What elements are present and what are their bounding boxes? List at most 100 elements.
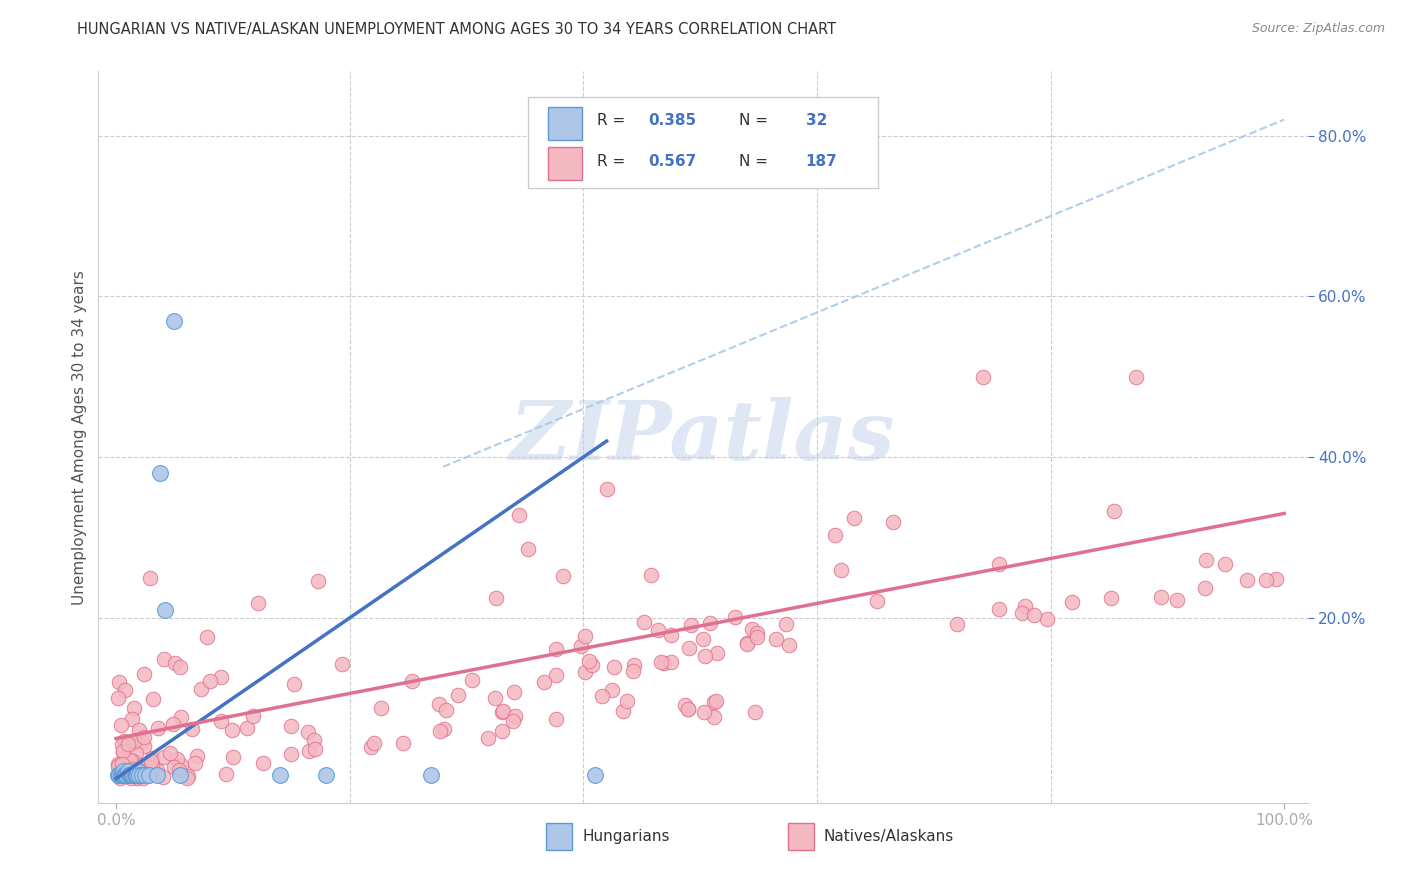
Point: [146, 721, 169, 735]
Point: [108, 759, 131, 773]
Point: [735, 637, 758, 651]
Point: [842, 511, 865, 525]
Point: [673, 698, 696, 713]
Point: [118, 753, 141, 767]
Text: 0.385: 0.385: [648, 113, 697, 128]
Point: [125, 746, 148, 760]
Point: [330, 657, 353, 671]
Point: [132, 759, 155, 773]
Point: [583, 767, 606, 781]
Point: [516, 542, 538, 557]
Point: [124, 767, 146, 781]
Point: [159, 746, 181, 760]
Text: 187: 187: [806, 153, 838, 169]
Point: [882, 516, 904, 530]
Point: [704, 694, 727, 708]
Point: [596, 482, 619, 496]
Point: [1104, 503, 1126, 517]
FancyBboxPatch shape: [548, 107, 582, 140]
Point: [118, 767, 141, 781]
Point: [280, 747, 302, 762]
Point: [546, 668, 568, 682]
Point: [146, 767, 169, 781]
Point: [1011, 606, 1033, 620]
Point: [972, 369, 994, 384]
Point: [502, 685, 524, 699]
Point: [166, 752, 188, 766]
Text: R =: R =: [596, 113, 630, 128]
Point: [616, 694, 638, 708]
Point: [659, 628, 682, 642]
Point: [460, 673, 482, 687]
Point: [544, 642, 567, 657]
Point: [491, 724, 513, 739]
Point: [121, 767, 143, 781]
Point: [152, 770, 174, 784]
Point: [370, 701, 392, 715]
Point: [122, 768, 145, 782]
Point: [477, 731, 499, 746]
Point: [1236, 573, 1258, 587]
Point: [107, 759, 129, 773]
Point: [131, 757, 153, 772]
Point: [280, 718, 302, 732]
Point: [1254, 573, 1277, 587]
Point: [112, 767, 135, 781]
Point: [420, 767, 443, 781]
Point: [824, 528, 846, 542]
Point: [591, 690, 613, 704]
Point: [124, 733, 146, 747]
Text: 32: 32: [806, 113, 827, 128]
Point: [108, 767, 131, 781]
Point: [621, 664, 644, 678]
Point: [107, 690, 129, 705]
Point: [988, 602, 1011, 616]
Point: [508, 508, 530, 523]
Point: [569, 639, 592, 653]
Point: [111, 767, 134, 781]
Point: [302, 732, 325, 747]
Point: [623, 658, 645, 673]
Point: [307, 574, 329, 588]
FancyBboxPatch shape: [527, 97, 879, 188]
Point: [124, 764, 146, 778]
Point: [304, 742, 326, 756]
Point: [162, 716, 184, 731]
FancyBboxPatch shape: [787, 822, 814, 850]
Text: Natives/Alaskans: Natives/Alaskans: [824, 829, 955, 844]
Point: [111, 767, 134, 781]
Point: [633, 615, 655, 629]
FancyBboxPatch shape: [546, 822, 572, 850]
Point: [221, 723, 243, 737]
Point: [1194, 581, 1216, 595]
Point: [139, 571, 162, 585]
Point: [392, 736, 415, 750]
Point: [138, 757, 160, 772]
Point: [186, 749, 208, 764]
Point: [131, 735, 153, 749]
Point: [401, 673, 423, 688]
Point: [693, 649, 716, 664]
Text: Hungarians: Hungarians: [582, 829, 669, 844]
Text: 0.567: 0.567: [648, 153, 697, 169]
Point: [1194, 552, 1216, 566]
Point: [744, 705, 766, 719]
Point: [118, 770, 141, 784]
FancyBboxPatch shape: [548, 147, 582, 179]
Point: [170, 758, 193, 772]
Point: [141, 751, 163, 765]
Point: [125, 767, 148, 781]
Point: [640, 567, 662, 582]
Point: [122, 767, 145, 781]
Point: [1036, 612, 1059, 626]
Point: [429, 723, 451, 738]
Point: [1213, 557, 1236, 571]
Point: [163, 657, 186, 671]
Point: [775, 617, 797, 632]
Point: [134, 731, 156, 745]
Point: [574, 629, 596, 643]
Point: [945, 616, 967, 631]
Point: [692, 632, 714, 646]
Point: [122, 762, 145, 776]
Point: [120, 771, 142, 785]
